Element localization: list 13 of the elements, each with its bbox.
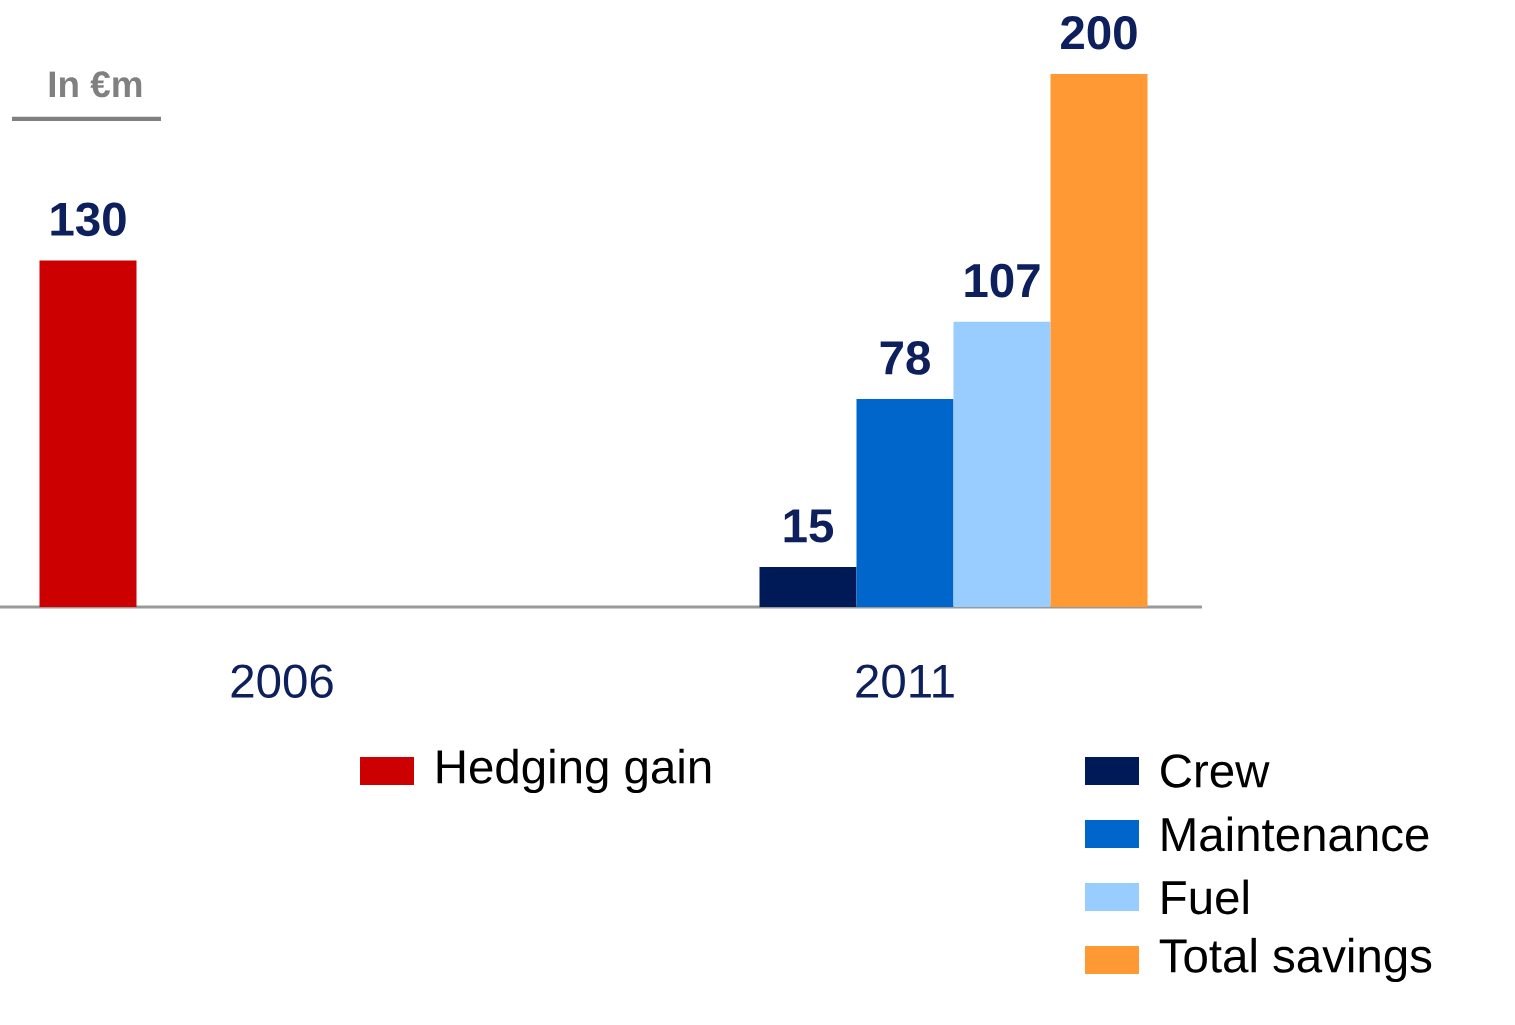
data-label: 78: [880, 341, 930, 375]
data-label: 130: [51, 202, 126, 237]
legend-label: Hedging gain: [437, 748, 711, 794]
legend-label: Total savings: [1159, 937, 1432, 983]
legend-label: Maintenance: [1162, 816, 1429, 852]
legend-label: Fuel: [1162, 879, 1248, 915]
y-axis-title: In €m: [49, 71, 142, 98]
data-label: 15: [784, 509, 834, 543]
data-label: 200: [1061, 15, 1137, 50]
x-tick-label: 2011: [856, 664, 954, 698]
x-tick-label: 2006: [231, 664, 333, 698]
legend-label: Crew: [1161, 754, 1270, 788]
data-label: 107: [965, 263, 1040, 298]
